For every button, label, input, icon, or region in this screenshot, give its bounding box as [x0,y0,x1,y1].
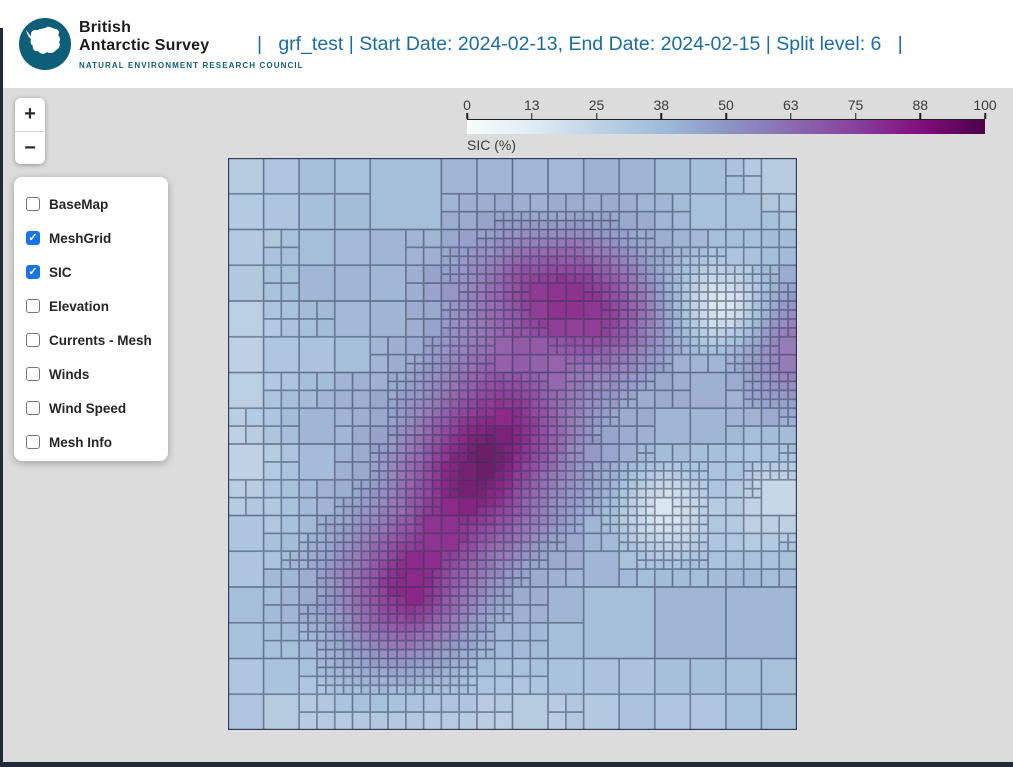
layer-label-elevation: Elevation [49,298,110,314]
layer-row-mesh-info[interactable]: Mesh Info [14,425,168,459]
colorbar-tick-label: 38 [653,97,670,113]
zoom-out-button[interactable]: − [15,131,45,164]
colorbar-tick-mark [466,113,468,119]
colorbar-tick-labels: 0 13 25 38 50 63 75 88 100 [463,97,997,113]
brand-subtitle: NATURAL ENVIRONMENT RESEARCH COUNCIL [79,61,304,70]
layer-label-sic: SIC [49,264,72,280]
colorbar-tick-label: 75 [847,97,864,113]
layer-label-wind-speed: Wind Speed [49,400,127,416]
brand-text: British Antarctic Survey NATURAL ENVIRON… [79,20,304,70]
colorbar-tick-label: 88 [912,97,929,113]
colorbar-legend: 0 13 25 38 50 63 75 88 100 SIC (%) [463,97,997,153]
header: British Antarctic Survey NATURAL ENVIRON… [0,0,1013,88]
brand-line-2: Antarctic Survey [79,37,210,54]
layer-label-currents-mesh: Currents - Mesh [49,332,152,348]
layer-checkbox-winds[interactable] [26,367,40,381]
brand-line-1: British [79,19,132,36]
layer-row-basemap[interactable]: BaseMap [14,187,168,221]
layer-checkbox-wind-speed[interactable] [26,401,40,415]
bas-logo-icon [19,18,71,70]
colorbar-tick-label: 25 [588,97,605,113]
layers-panel: BaseMap ✓ MeshGrid ✓ SIC Elevation Currents - … [14,177,168,461]
layer-checkbox-elevation[interactable] [26,299,40,313]
colorbar-tick-mark [531,113,533,119]
colorbar-tick-mark [595,113,598,119]
layer-row-elevation[interactable]: Elevation [14,289,168,323]
layer-checkbox-meshgrid[interactable]: ✓ [26,231,40,245]
colorbar-tick-label: 100 [973,97,997,113]
layer-row-winds[interactable]: Winds [14,357,168,391]
layer-label-basemap: BaseMap [49,196,109,212]
colorbar-label: SIC (%) [467,137,516,153]
colorbar-tick-label: 13 [523,97,540,113]
layer-checkbox-mesh-info[interactable] [26,435,40,449]
run-info-title: | grf_test | Start Date: 2024-02-13, End… [257,33,903,55]
colorbar-tick-mark [725,113,727,119]
layer-label-meshgrid: MeshGrid [49,230,112,246]
layer-row-meshgrid[interactable]: ✓ MeshGrid [14,221,168,255]
colorbar-tick-mark [984,113,986,119]
layer-label-mesh-info: Mesh Info [49,434,112,450]
colorbar-tick-label: 50 [718,97,734,113]
layer-row-wind-speed[interactable]: Wind Speed [14,391,168,425]
colorbar-tick-label: 0 [463,97,471,113]
window-bottom-border [0,762,1013,767]
colorbar-tick-mark [660,113,662,119]
layer-label-winds: Winds [49,366,90,382]
colorbar-tick-mark [790,113,792,119]
layer-checkbox-currents-mesh[interactable] [26,333,40,347]
colorbar-tick-label: 63 [782,97,799,113]
zoom-in-button[interactable]: + [15,98,45,131]
layer-checkbox-basemap[interactable] [26,197,40,211]
layer-row-currents-mesh[interactable]: Currents - Mesh [14,323,168,357]
colorbar-tick-mark [854,113,857,119]
window-left-border [0,28,3,767]
colorbar-gradient [467,120,985,134]
zoom-control: + − [15,98,45,164]
layer-row-sic[interactable]: ✓ SIC [14,255,168,289]
mesh-map-canvas[interactable] [228,158,797,730]
layer-checkbox-sic[interactable]: ✓ [26,265,40,279]
colorbar-axis [466,113,986,120]
colorbar-tick-mark [919,113,921,119]
bas-logo [17,16,73,72]
